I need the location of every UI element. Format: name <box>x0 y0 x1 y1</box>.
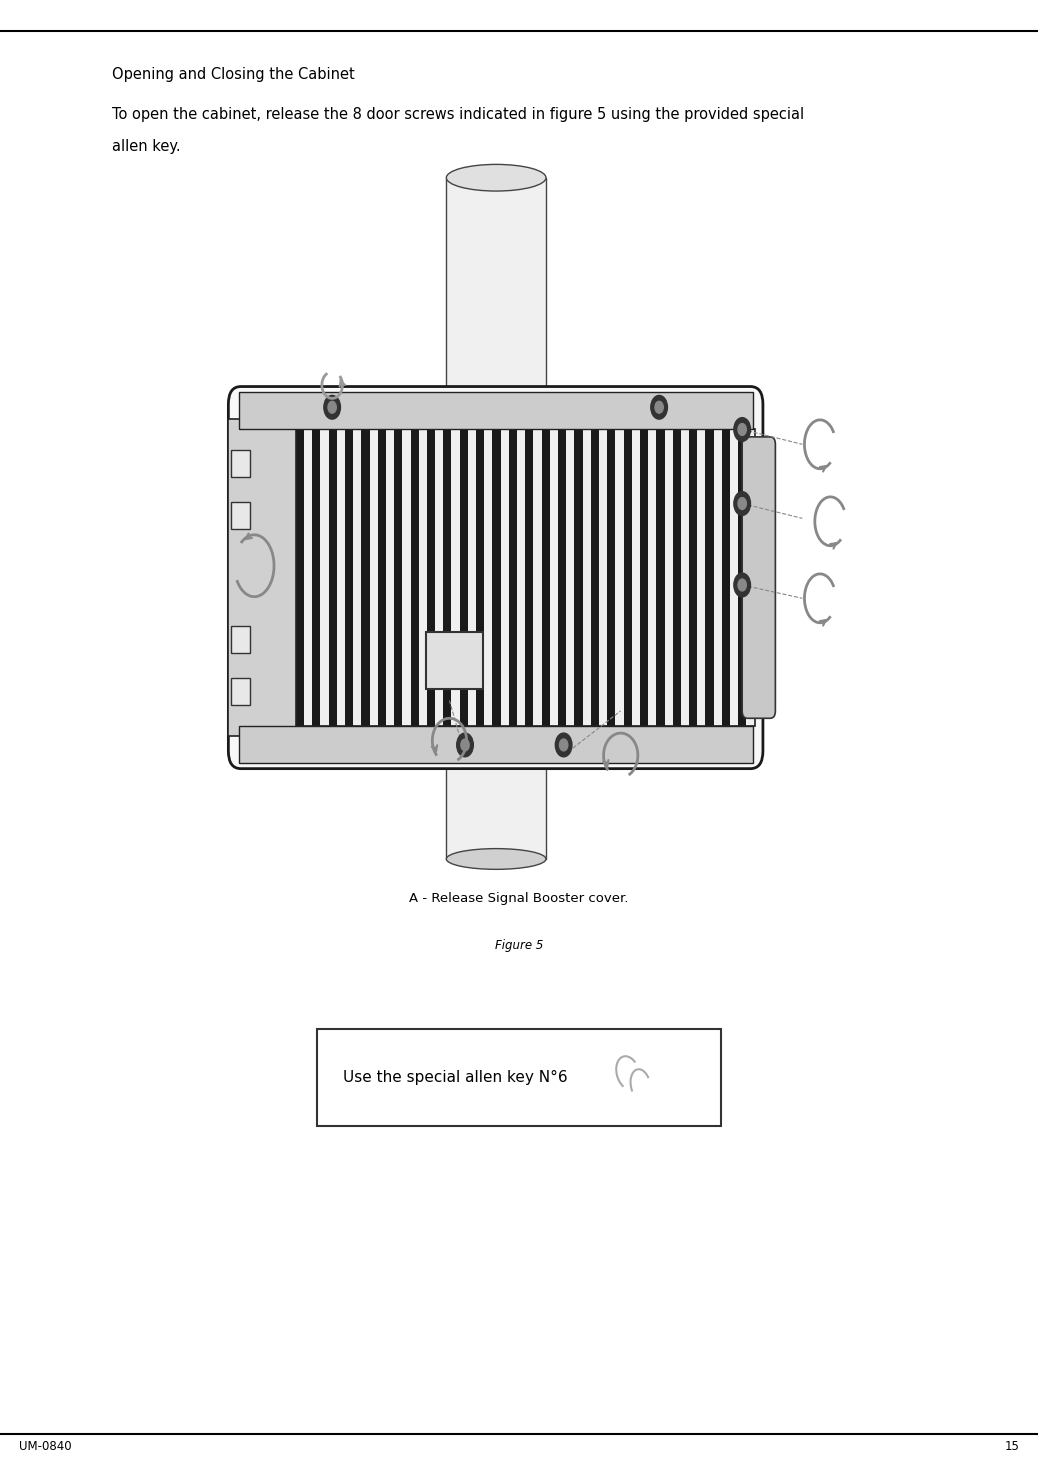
Bar <box>509 429 517 726</box>
Bar <box>476 429 485 726</box>
Bar <box>624 429 632 726</box>
Text: allen key.: allen key. <box>112 139 181 154</box>
Bar <box>304 429 312 726</box>
Bar <box>714 429 721 726</box>
Bar <box>599 429 607 726</box>
Bar <box>435 429 443 726</box>
Bar <box>591 429 599 726</box>
Circle shape <box>328 401 336 413</box>
FancyBboxPatch shape <box>228 387 763 769</box>
Bar <box>296 429 304 726</box>
Circle shape <box>461 739 469 751</box>
Circle shape <box>555 733 572 757</box>
Circle shape <box>738 424 746 435</box>
Bar <box>689 429 698 726</box>
Bar <box>468 429 476 726</box>
Bar <box>312 429 321 726</box>
Bar <box>730 429 738 726</box>
Bar <box>239 726 753 763</box>
Bar <box>656 429 664 726</box>
Bar <box>550 429 558 726</box>
Bar <box>321 429 329 726</box>
Bar <box>746 429 755 726</box>
Bar <box>616 429 624 726</box>
Bar <box>738 429 746 726</box>
Bar <box>673 429 681 726</box>
Bar <box>336 429 345 726</box>
Ellipse shape <box>446 663 546 684</box>
Bar <box>378 429 386 726</box>
Text: A - Release Signal Booster cover.: A - Release Signal Booster cover. <box>409 892 629 905</box>
Text: Use the special allen key N°6: Use the special allen key N°6 <box>343 1069 567 1086</box>
Bar <box>361 429 370 726</box>
Circle shape <box>324 395 340 419</box>
Bar <box>525 429 534 726</box>
Bar <box>446 674 546 859</box>
Bar <box>426 632 483 689</box>
FancyBboxPatch shape <box>742 437 775 718</box>
Bar <box>632 429 639 726</box>
Bar <box>403 429 411 726</box>
Bar <box>500 429 509 726</box>
Bar <box>534 429 542 726</box>
Bar <box>492 429 500 726</box>
Circle shape <box>738 579 746 591</box>
Bar <box>460 429 468 726</box>
Ellipse shape <box>446 849 546 869</box>
Bar <box>446 178 546 429</box>
Bar <box>558 429 566 726</box>
Bar <box>296 429 755 726</box>
Text: UM-0840: UM-0840 <box>19 1440 72 1453</box>
Circle shape <box>651 395 667 419</box>
Circle shape <box>457 733 473 757</box>
Bar <box>370 429 378 726</box>
Circle shape <box>734 418 750 441</box>
Bar <box>353 429 361 726</box>
Bar <box>542 429 550 726</box>
Bar <box>517 429 525 726</box>
Bar <box>698 429 706 726</box>
Bar <box>239 392 753 429</box>
Bar <box>721 429 730 726</box>
Bar <box>411 429 418 726</box>
Bar <box>443 429 452 726</box>
Bar <box>706 429 714 726</box>
Text: Figure 5: Figure 5 <box>495 939 543 952</box>
Circle shape <box>738 498 746 509</box>
Circle shape <box>734 492 750 515</box>
Bar <box>231 450 250 477</box>
Bar <box>639 429 648 726</box>
Text: 15: 15 <box>1005 1440 1019 1453</box>
Bar <box>664 429 673 726</box>
Bar <box>231 626 250 653</box>
Bar <box>231 678 250 705</box>
Circle shape <box>734 573 750 597</box>
Bar <box>231 502 250 529</box>
Bar <box>228 419 296 736</box>
Text: To open the cabinet, release the 8 door screws indicated in figure 5 using the p: To open the cabinet, release the 8 door … <box>112 107 804 121</box>
Text: Opening and Closing the Cabinet: Opening and Closing the Cabinet <box>112 67 355 81</box>
Circle shape <box>655 401 663 413</box>
Bar <box>345 429 353 726</box>
Bar <box>452 429 460 726</box>
Bar <box>607 429 616 726</box>
Bar <box>418 429 427 726</box>
Bar <box>574 429 582 726</box>
Bar <box>485 429 492 726</box>
Bar <box>329 429 336 726</box>
Bar <box>394 429 403 726</box>
Circle shape <box>559 739 568 751</box>
Bar <box>681 429 689 726</box>
Ellipse shape <box>446 164 546 191</box>
Bar <box>648 429 656 726</box>
Bar <box>566 429 574 726</box>
Bar <box>427 429 435 726</box>
Bar <box>386 429 394 726</box>
FancyBboxPatch shape <box>317 1029 721 1126</box>
Ellipse shape <box>446 419 546 440</box>
Bar <box>582 429 591 726</box>
